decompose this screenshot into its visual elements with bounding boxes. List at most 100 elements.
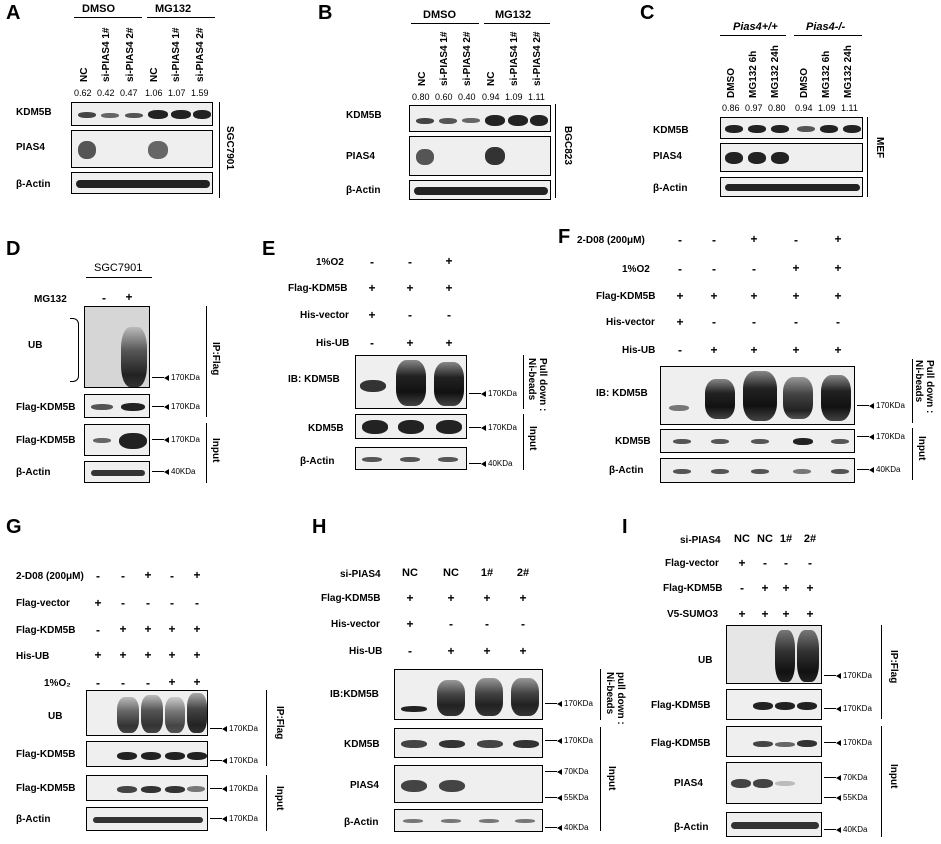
condition-label: His-vector xyxy=(300,310,349,321)
size-marker: 170KDa xyxy=(152,436,200,444)
blot-strip xyxy=(394,765,543,803)
condition-mark: + xyxy=(168,648,176,662)
size-marker: 170KDa xyxy=(857,433,905,441)
bracket xyxy=(912,359,913,423)
section-label: IP:Flag xyxy=(274,706,285,740)
size-marker: 170KDa xyxy=(824,705,872,713)
row-label: KDM5B xyxy=(615,436,651,447)
row-label: β-Actin xyxy=(674,822,709,833)
bracket xyxy=(219,102,220,198)
condition-mark: 1# xyxy=(480,567,494,579)
row-label: IB: KDM5B xyxy=(288,374,340,385)
condition-mark: + xyxy=(519,644,527,658)
panel-label-e: E xyxy=(262,238,276,260)
blot-strip xyxy=(660,366,855,425)
condition-mark: - xyxy=(408,255,412,269)
section-label: Input xyxy=(888,764,899,789)
condition-mark: + xyxy=(144,568,152,582)
size-marker: 170KDa xyxy=(210,725,258,733)
row-label: KDM5B xyxy=(344,739,380,750)
blot-strip xyxy=(726,762,822,804)
condition-mark: + xyxy=(406,336,414,350)
lane-label: MG132 6h xyxy=(748,50,759,98)
blot-strip xyxy=(355,447,467,470)
panel-label-f: F xyxy=(558,226,571,248)
condition-label: His-UB xyxy=(16,651,50,662)
condition-mark: NC xyxy=(443,567,459,579)
blot-strip xyxy=(409,105,551,132)
size-marker: 40KDa xyxy=(152,468,195,476)
bracket xyxy=(881,726,882,837)
blot-strip xyxy=(86,807,208,831)
bracket xyxy=(881,625,882,719)
condition-label: His-vector xyxy=(331,619,380,630)
condition-mark: + xyxy=(710,343,718,357)
condition-mark: - xyxy=(752,262,756,276)
condition-mark: + xyxy=(94,648,102,662)
size-marker: 40KDa xyxy=(469,460,512,468)
condition-label: 1%O2 xyxy=(622,264,650,275)
size-marker: 55KDa xyxy=(545,794,588,802)
condition-mark: - xyxy=(102,291,106,305)
condition-mark: + xyxy=(483,591,491,605)
condition-mark: - xyxy=(712,262,716,276)
bracket xyxy=(266,690,267,766)
condition-label: si-PIAS4 xyxy=(680,535,721,546)
blot-strip xyxy=(71,102,213,126)
ratio-value: 0.86 xyxy=(722,103,740,113)
size-marker: 40KDa xyxy=(824,826,867,834)
lane-label: NC xyxy=(79,67,90,82)
condition-mark: - xyxy=(195,596,199,610)
condition-mark: + xyxy=(445,336,453,350)
bracket xyxy=(600,669,601,720)
condition-mark: + xyxy=(792,343,800,357)
condition-label: si-PIAS4 xyxy=(340,569,381,580)
ratio-value: 0.94 xyxy=(795,103,813,113)
blot-strip xyxy=(726,812,822,837)
ratio-value: 0.80 xyxy=(768,103,786,113)
condition-mark: + xyxy=(368,281,376,295)
condition-mark: - xyxy=(712,315,716,329)
condition-mark: + xyxy=(193,648,201,662)
ratio-value: 1.09 xyxy=(818,103,836,113)
size-marker: 170KDa xyxy=(210,757,258,765)
condition-mark: + xyxy=(750,343,758,357)
condition-mark: + xyxy=(193,568,201,582)
condition-mark: + xyxy=(761,607,769,621)
group-underline xyxy=(720,35,786,36)
lane-label: MG132 6h xyxy=(821,50,832,98)
condition-label: Flag-vector xyxy=(16,598,70,609)
row-label: KDM5B xyxy=(308,423,344,434)
group-label: MG132 xyxy=(155,3,192,15)
size-marker: 170KDa xyxy=(152,403,200,411)
condition-mark: + xyxy=(738,607,746,621)
condition-mark: + xyxy=(447,591,455,605)
panel-label-g: G xyxy=(6,516,22,538)
blot-strip xyxy=(720,143,863,172)
row-label: β-Actin xyxy=(300,456,335,467)
size-marker: 170KDa xyxy=(469,390,517,398)
row-label: β-Actin xyxy=(16,179,51,190)
condition-label: His-vector xyxy=(606,317,655,328)
lane-label: si-PIAS4 1# xyxy=(509,31,520,86)
group-label: DMSO xyxy=(82,3,115,15)
condition-mark: + xyxy=(406,591,414,605)
condition-mark: + xyxy=(834,232,842,246)
condition-mark: - xyxy=(485,617,489,631)
ratio-value: 0.40 xyxy=(458,92,476,102)
condition-mark: + xyxy=(445,281,453,295)
blot-strip xyxy=(355,355,467,409)
condition-mark: NC xyxy=(402,567,418,579)
condition-mark: - xyxy=(370,255,374,269)
condition-mark: + xyxy=(168,622,176,636)
condition-mark: - xyxy=(449,617,453,631)
condition-mark: - xyxy=(170,569,174,583)
condition-mark: - xyxy=(784,556,788,570)
lane-label: DMSO xyxy=(799,68,810,98)
condition-mark: - xyxy=(447,308,451,322)
bracket xyxy=(266,775,267,831)
group-underline xyxy=(147,17,215,18)
size-marker: 170KDa xyxy=(857,402,905,410)
bracket xyxy=(600,727,601,831)
condition-mark: + xyxy=(782,581,790,595)
